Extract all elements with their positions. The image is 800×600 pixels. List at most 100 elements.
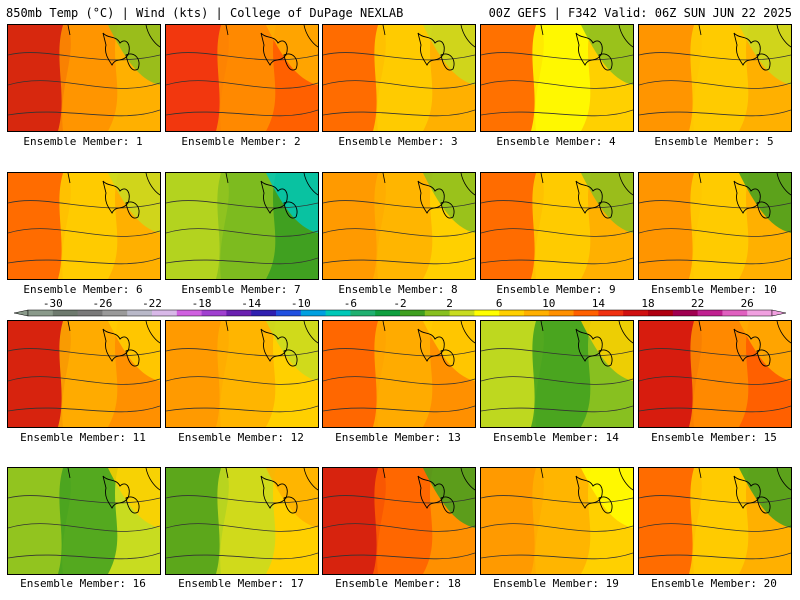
height-contour (323, 52, 475, 61)
temperature-zone (216, 173, 276, 279)
ensemble-member-label: Ensemble Member: 15 (651, 431, 777, 444)
height-contour (639, 200, 791, 209)
coastline-outline (540, 468, 633, 491)
temperature-zone (216, 321, 276, 427)
ensemble-member-label: Ensemble Member: 19 (493, 577, 619, 590)
ensemble-member-label: Ensemble Member: 1 (23, 135, 143, 148)
ensemble-member-map (480, 467, 634, 575)
colorbar-swatch (77, 310, 103, 316)
temperature-zone (166, 173, 229, 279)
coastline-outline (67, 173, 160, 196)
colorbar-swatch (102, 310, 128, 316)
great-lakes-outline (733, 32, 771, 71)
temperature-zone (166, 25, 229, 131)
great-lakes-outline (417, 180, 455, 219)
temperature-zone (8, 468, 71, 574)
colorbar-swatch (598, 310, 624, 316)
height-contour (323, 495, 475, 504)
height-contour (166, 376, 318, 385)
great-lakes-outline (260, 328, 298, 367)
ensemble-member-map (322, 467, 476, 575)
colorbar-swatch (747, 310, 773, 316)
temperature-zone (639, 468, 702, 574)
ensemble-member-label: Ensemble Member: 14 (493, 431, 619, 444)
height-contour (323, 109, 475, 117)
coastline-outline (67, 468, 160, 491)
colorbar-swatch (300, 310, 327, 316)
temperature-zone (481, 173, 544, 279)
height-contour (8, 109, 160, 117)
temperature-zone (689, 25, 749, 131)
coastline-outline (382, 321, 475, 344)
colorbar-swatch (276, 310, 302, 316)
ensemble-member-map (480, 172, 634, 280)
ensemble-member-label: Ensemble Member: 12 (178, 431, 304, 444)
great-lakes-outline (733, 475, 771, 514)
model-run-info: 00Z GEFS | F342 Valid: 06Z SUN JUN 22 20… (488, 6, 792, 20)
height-contour (481, 495, 633, 504)
colorbar-swatch (325, 310, 351, 316)
temperature-zone (58, 173, 118, 279)
height-contour (166, 228, 318, 237)
temperature-zone (639, 321, 702, 427)
height-contour (166, 495, 318, 504)
height-contour (481, 80, 633, 89)
height-contour (481, 257, 633, 265)
coastline-outline (698, 173, 791, 196)
ensemble-member-label: Ensemble Member: 20 (651, 577, 777, 590)
coastline-outline (540, 25, 633, 48)
height-contour (8, 200, 160, 209)
great-lakes-outline (733, 180, 771, 219)
temperature-zone (166, 321, 229, 427)
temperature-zone (689, 173, 749, 279)
height-contour (8, 52, 160, 61)
coastline-outline (225, 173, 318, 196)
great-lakes-outline (260, 180, 298, 219)
colorbar-swatch (375, 310, 401, 316)
height-contour (323, 523, 475, 532)
height-contour (8, 552, 160, 560)
ensemble-member-label: Ensemble Member: 9 (496, 283, 616, 296)
colorbar-swatch (449, 310, 475, 316)
colorbar-swatch (424, 310, 451, 316)
colorbar-tick-label: 6 (496, 298, 503, 310)
height-contour (481, 405, 633, 413)
coastline-outline (67, 321, 160, 344)
temperature-zone (8, 321, 71, 427)
colorbar-swatch (573, 310, 599, 316)
colorbar-swatch (722, 310, 748, 316)
map-title: 850mb Temp (°C) | Wind (kts) | College o… (6, 6, 404, 20)
great-lakes-outline (102, 180, 140, 219)
coastline-outline (225, 321, 318, 344)
colorbar-arrow-right (771, 309, 786, 317)
coastline-outline (225, 468, 318, 491)
ensemble-member-label: Ensemble Member: 17 (178, 577, 304, 590)
ensemble-member-label: Ensemble Member: 13 (335, 431, 461, 444)
height-contour (481, 552, 633, 560)
temperature-zone (373, 25, 433, 131)
height-contour (639, 348, 791, 357)
colorbar-swatch (251, 310, 277, 316)
great-lakes-outline (575, 328, 613, 367)
colorbar-swatch (176, 310, 203, 316)
great-lakes-outline (575, 180, 613, 219)
colorbar-swatch (474, 310, 500, 316)
colorbar-swatch (648, 310, 674, 316)
colorbar-swatch (201, 310, 227, 316)
ensemble-member-label: Ensemble Member: 8 (338, 283, 458, 296)
colorbar-swatch (697, 310, 723, 316)
great-lakes-outline (417, 328, 455, 367)
ensemble-member-map (638, 320, 792, 428)
height-contour (166, 109, 318, 117)
height-contour (323, 552, 475, 560)
height-contour (8, 405, 160, 413)
temperature-zone (531, 468, 591, 574)
great-lakes-outline (733, 328, 771, 367)
temperature-zone (58, 321, 118, 427)
height-contour (639, 80, 791, 89)
coastline-outline (382, 25, 475, 48)
ensemble-member-map (480, 24, 634, 132)
colorbar-tick-label: -6 (344, 298, 357, 310)
colorbar-swatch (226, 310, 252, 316)
colorbar-swatch (400, 310, 426, 316)
